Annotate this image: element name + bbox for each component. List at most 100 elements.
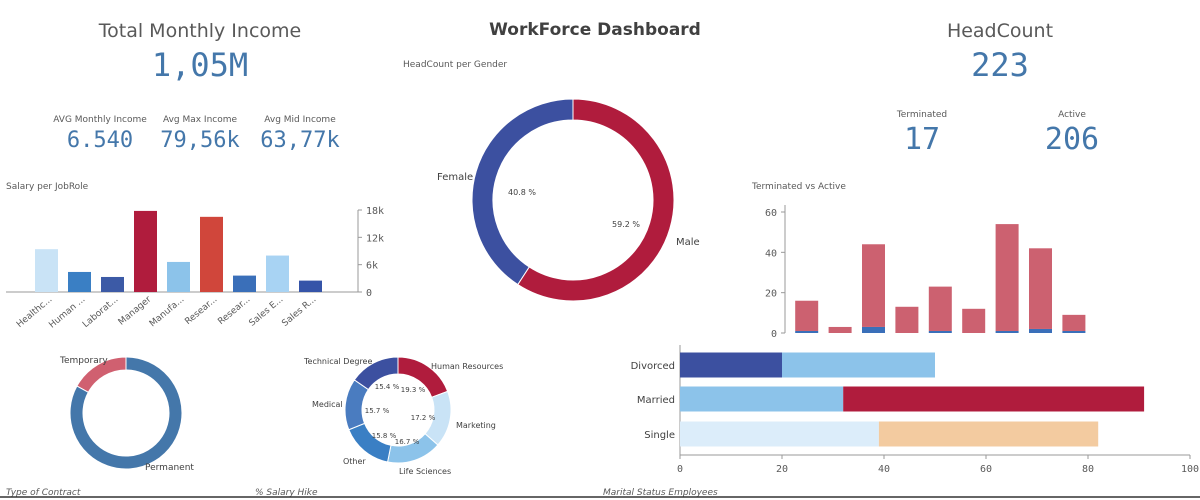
avg-monthly-value: 6.540	[66, 128, 134, 153]
hike-value-label: 15.7 %	[365, 407, 390, 415]
avg-mid-value: 63,77k	[260, 128, 340, 153]
hike-value-label: 17.2 %	[411, 414, 436, 422]
term-y-tick-label: 40	[765, 248, 777, 259]
term-bar-terminated	[1062, 330, 1086, 333]
salary-bar	[35, 249, 58, 292]
term-y-tick-label: 0	[771, 329, 777, 340]
marital-x-tick-label: 20	[776, 464, 788, 475]
salary-y-tick-label: 12k	[366, 233, 384, 244]
terminated-vs-active-chart: 0 20 40 60	[765, 205, 1086, 340]
terminated-label: Terminated	[896, 110, 948, 120]
term-y-tick-label: 60	[765, 208, 777, 219]
hike-value-label: 15.8 %	[372, 432, 397, 440]
term-bar-active	[995, 224, 1019, 331]
headcount-value: 223	[971, 46, 1029, 84]
marital-bar-segment	[843, 386, 1145, 412]
term-bar-terminated	[928, 330, 952, 333]
salary-chart-title: Salary per JobRole	[6, 182, 89, 192]
term-bar-active	[795, 300, 819, 331]
total-income-label: Total Monthly Income	[98, 20, 302, 42]
hike-value-label: 15.4 %	[375, 383, 400, 391]
marital-bar-segment	[782, 352, 935, 378]
marital-category-label: Married	[637, 395, 675, 406]
active-label: Active	[1058, 110, 1086, 120]
hike-label: Technical Degree	[303, 357, 372, 366]
salary-x-tick-label: Sales E...	[248, 295, 286, 329]
term-bar-active	[862, 244, 885, 327]
contract-footer: Type of Contract	[6, 488, 81, 498]
term-bar-terminated	[862, 326, 885, 333]
hike-value-label: 16.7 %	[395, 438, 420, 446]
salary-bar	[134, 210, 157, 292]
salary-bar	[266, 255, 289, 292]
hike-footer: % Salary Hike	[255, 488, 318, 498]
dashboard-title: WorkForce Dashboard	[489, 20, 701, 40]
hike-label: Life Sciences	[399, 467, 451, 476]
salary-bar	[299, 280, 322, 292]
gender-chart-title: HeadCount per Gender	[403, 60, 508, 70]
term-bar-active	[962, 308, 986, 333]
headcount-label: HeadCount	[946, 20, 1054, 42]
term-bar-terminated	[1029, 328, 1052, 333]
terminated-value: 17	[903, 122, 941, 157]
salary-bar	[101, 276, 124, 292]
marital-x-tick-label: 40	[878, 464, 890, 475]
hike-slice	[353, 356, 399, 391]
hike-label: Medical	[312, 400, 343, 409]
contract-donut-chart: Temporary Permanent	[59, 356, 194, 473]
contract-label: Permanent	[145, 463, 194, 473]
avg-max-label: Avg Max Income	[162, 115, 238, 125]
salary-hike-donut-chart: Human Resources 19.3 % Marketing 17.2 % Life…	[303, 356, 503, 476]
salary-y-tick-label: 0	[366, 288, 372, 299]
gender-value-label: 59.2 %	[612, 220, 640, 229]
gender-slice	[517, 98, 675, 302]
salary-bar	[200, 216, 223, 292]
gender-value-label: 40.8 %	[508, 188, 536, 197]
salary-x-tick-label: Resear...	[183, 295, 219, 327]
salary-bar	[167, 261, 190, 292]
salary-x-tick-label: Human ...	[47, 295, 87, 331]
contract-slice	[69, 356, 183, 470]
avg-monthly-label: AVG Monthly Income	[53, 115, 147, 125]
avg-max-value: 79,56k	[160, 128, 240, 153]
avg-mid-label: Avg Mid Income	[264, 115, 336, 125]
contract-label: Temporary	[59, 356, 108, 366]
salary-bar	[233, 275, 256, 292]
term-y-tick-label: 20	[765, 289, 777, 300]
gender-label: Male	[676, 237, 700, 248]
marital-bar-segment	[878, 421, 1099, 447]
salary-x-tick-label: Manufa...	[148, 295, 187, 330]
term-bar-active	[828, 326, 852, 333]
hike-label: Human Resources	[431, 362, 503, 371]
term-active-chart-title: Terminated vs Active	[752, 182, 846, 192]
term-bar-active	[1029, 248, 1052, 329]
term-bar-terminated	[995, 330, 1019, 333]
gender-donut-chart: Female Male 40.8 % 59.2 %	[437, 98, 700, 302]
hike-value-label: 19.3 %	[401, 386, 426, 394]
marital-x-tick-label: 100	[1181, 464, 1199, 475]
marital-x-tick-label: 60	[980, 464, 992, 475]
term-bar-terminated	[795, 330, 819, 333]
salary-bar	[68, 271, 91, 292]
gender-label: Female	[437, 172, 473, 183]
salary-x-tick-label: Laborat...	[81, 295, 120, 330]
active-value: 206	[1044, 122, 1100, 157]
term-bar-active	[1062, 314, 1086, 331]
hike-label: Marketing	[456, 421, 496, 430]
salary-x-tick-label: Sales R...	[280, 295, 318, 329]
marital-bar-segment	[680, 352, 782, 378]
marital-footer: Marital Status Employees	[603, 488, 718, 498]
marital-bar-segment	[680, 386, 844, 412]
marital-category-label: Divorced	[631, 361, 675, 372]
marital-category-label: Single	[644, 430, 675, 441]
salary-y-tick-label: 18k	[366, 206, 384, 217]
salary-x-tick-label: Resear...	[216, 295, 252, 327]
salary-y-tick-label: 6k	[366, 261, 378, 272]
hike-label: Other	[343, 457, 366, 466]
marital-status-chart: Divorced Married Single 0 20 40 60 80 100	[631, 345, 1199, 475]
term-bar-active	[895, 306, 919, 333]
marital-x-tick-label: 0	[677, 464, 683, 475]
marital-x-tick-label: 80	[1082, 464, 1094, 475]
